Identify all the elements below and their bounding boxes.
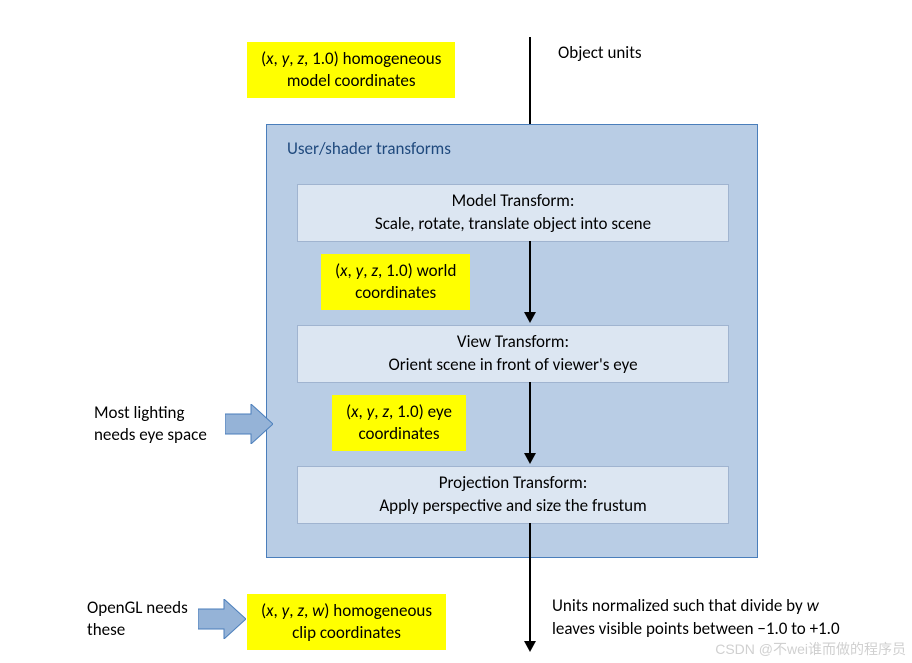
tail: , 1.0) homogeneous [304,48,441,69]
note-w: w [807,595,819,616]
opengl-line2: these [87,619,188,641]
lighting-line1: Most lighting [94,402,207,424]
opengl-line1: OpenGL needs [87,597,188,619]
coord-line2: coordinates [346,423,452,445]
model-transform-title: Model Transform: [308,190,718,213]
sep: , [274,48,282,69]
coord-line2: coordinates [335,282,456,304]
view-transform-box: View Transform: Orient scene in front of… [297,325,729,383]
view-transform-title: View Transform: [308,331,718,354]
coord-x: x [266,48,273,69]
coord-box-model: (x, y, z, 1.0) homogeneous model coordin… [247,42,455,98]
lighting-label: Most lighting needs eye space [94,402,207,446]
panel-title: User/shader transforms [287,138,451,159]
arrow-line-mid2 [529,382,531,455]
coord-x: x [351,401,358,422]
coord-w: w [312,600,324,621]
coord-box-clip: (x, y, z, w) homogeneous clip coordinate… [247,594,446,650]
note-line2: leaves visible points between −1.0 to +1… [552,618,840,641]
view-transform-desc: Orient scene in front of viewer's eye [308,354,718,377]
projection-transform-box: Projection Transform: Apply perspective … [297,466,729,524]
lighting-line2: needs eye space [94,424,207,446]
user-shader-panel: User/shader transforms Model Transform: … [266,124,758,558]
projection-transform-title: Projection Transform: [308,472,718,495]
note-line1a: Units normalized such that divide by [552,595,807,616]
tail: , 1.0) world [378,260,456,281]
block-arrow-opengl [198,599,246,639]
sep: , [274,600,282,621]
arrow-head-mid2 [524,453,536,464]
model-transform-desc: Scale, rotate, translate object into sce… [308,213,718,236]
normalized-note: Units normalized such that divide by w l… [552,595,840,641]
sep: , [304,600,312,621]
tail: ) homogeneous [324,600,432,621]
watermark: CSDN @不wei谁而做的程序员 [715,639,906,659]
coord-x: x [266,600,273,621]
coord-box-eye: (x, y, z, 1.0) eye coordinates [332,395,466,451]
tail: , 1.0) eye [389,401,452,422]
coord-box-world: (x, y, z, 1.0) world coordinates [321,254,470,310]
sep: , [348,260,356,281]
opengl-label: OpenGL needs these [87,597,188,641]
arrow-line-bottom [529,523,531,643]
arrow-head-bottom [524,641,536,652]
sep: , [359,401,367,422]
arrow-head-mid1 [524,312,536,323]
block-arrow-lighting [225,404,273,444]
coord-line2: model coordinates [261,70,441,92]
object-units-label: Object units [558,42,642,63]
coord-x: x [340,260,347,281]
model-transform-box: Model Transform: Scale, rotate, translat… [297,184,729,242]
coord-line2: clip coordinates [261,622,432,644]
projection-transform-desc: Apply perspective and size the frustum [308,495,718,518]
arrow-line-mid1 [529,241,531,314]
